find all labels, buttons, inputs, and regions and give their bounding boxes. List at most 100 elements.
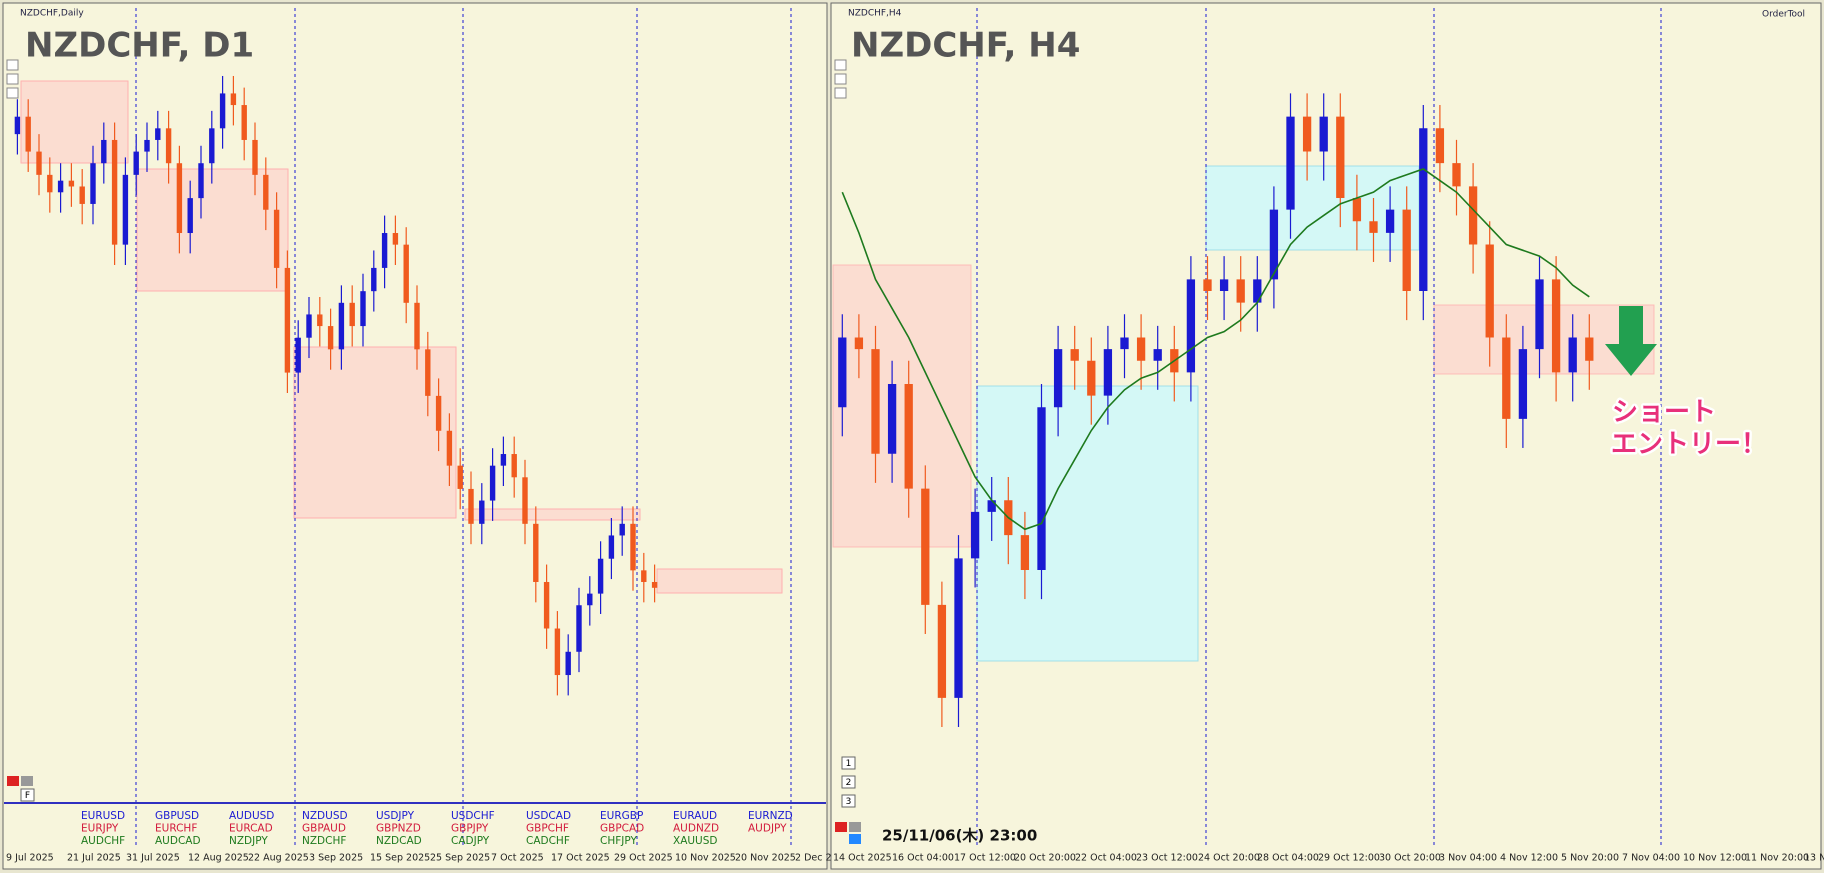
x-axis-label: 17 Oct 2025: [551, 853, 610, 864]
candle-body: [1020, 535, 1030, 570]
candle-body: [414, 302, 420, 350]
candle-body: [1568, 337, 1577, 373]
x-axis-label: 21 Jul 2025: [67, 853, 121, 864]
candle-body: [1070, 349, 1079, 361]
candle-body: [219, 93, 226, 129]
symbol-link[interactable]: USDJPY: [376, 810, 415, 822]
candle-body: [1452, 163, 1461, 187]
x-axis-label: 7 Nov 04:00: [1622, 853, 1680, 864]
symbol-link[interactable]: GBPCHF: [526, 823, 569, 835]
candle-body: [446, 430, 453, 466]
x-axis-label: 25 Sep 2025: [430, 853, 490, 864]
candle-body: [327, 326, 334, 350]
button-label: F: [25, 791, 30, 801]
candle-body: [987, 500, 996, 512]
annotation: エントリー！: [1611, 430, 1767, 460]
candle-body: [630, 523, 636, 571]
candle-body: [1286, 116, 1295, 210]
symbol-link[interactable]: USDCAD: [526, 810, 571, 822]
button: [841, 775, 856, 789]
symbol-link[interactable]: CHFJPY: [600, 835, 637, 847]
symbol-link[interactable]: NZDUSD: [302, 810, 348, 822]
candle-body: [1369, 221, 1378, 233]
symbol-link[interactable]: AUDJPY: [748, 823, 787, 835]
symbol-link[interactable]: GBPJPY: [451, 823, 489, 835]
candle-body: [187, 198, 193, 234]
candle-body: [887, 384, 897, 454]
symbol-link[interactable]: EURGBP: [600, 810, 643, 822]
symbol-link[interactable]: XAUUSD: [673, 835, 718, 847]
x-axis-label: 20 Oct 20:00: [1014, 853, 1076, 864]
x-axis-label: 9 Jul 2025: [6, 853, 54, 864]
candle-body: [587, 593, 593, 606]
candle-body: [533, 523, 539, 582]
candle-body: [57, 180, 64, 193]
candle-body: [1186, 279, 1196, 373]
symbol-link[interactable]: AUDCAD: [155, 835, 201, 847]
x-axis-label: 15 Sep 2025: [370, 853, 430, 864]
candle-body: [1352, 198, 1362, 222]
symbol-link[interactable]: GBPUSD: [155, 810, 199, 822]
x-axis-label: 23 Oct 12:00: [1136, 853, 1198, 864]
candle-body: [241, 105, 247, 140]
candle-body: [1435, 128, 1445, 164]
candle-body: [1219, 279, 1229, 291]
moving-average: [841, 168, 1590, 531]
candle-body: [457, 465, 463, 489]
candle-body: [155, 128, 161, 140]
symbol-link[interactable]: EURCHF: [155, 823, 197, 835]
symbol-link[interactable]: CADCHF: [526, 835, 570, 847]
symbol-link[interactable]: AUDNZD: [673, 823, 719, 835]
candle-body: [554, 628, 561, 676]
candle-body: [252, 139, 258, 175]
x-axis-label: 13 N: [1804, 853, 1824, 864]
candle-body: [284, 267, 291, 373]
candle-body: [619, 523, 625, 536]
symbol-link[interactable]: CADJPY: [451, 835, 490, 847]
symbol-link[interactable]: EURNZD: [748, 810, 793, 822]
candle-body: [122, 174, 129, 245]
candle-body: [1402, 209, 1411, 291]
candle-body: [371, 267, 377, 292]
symbol-link[interactable]: GBPCAD: [600, 823, 644, 835]
candle-body: [479, 500, 485, 524]
symbol-link[interactable]: NZDCHF: [302, 835, 346, 847]
symbol-link[interactable]: GBPAUD: [302, 823, 346, 835]
candle-body: [1336, 116, 1345, 198]
candle-body: [522, 477, 528, 524]
candle-body: [111, 139, 118, 245]
symbol-link[interactable]: NZDJPY: [229, 835, 268, 847]
symbol-link[interactable]: EURJPY: [81, 823, 119, 835]
candle-body: [1103, 349, 1113, 396]
x-axis-label: 22 Aug 2025: [248, 853, 309, 864]
x-axis-label: 5 Nov 20:00: [1561, 853, 1619, 864]
x-axis-label: 30 Oct 20:00: [1379, 853, 1441, 864]
symbol-link[interactable]: NZDCAD: [376, 835, 422, 847]
candle-body: [295, 337, 301, 373]
button: [841, 756, 856, 770]
x-axis-label: 31 Jul 2025: [126, 853, 180, 864]
symbol-link[interactable]: GBPNZD: [376, 823, 421, 835]
x-axis-label: 3 Nov 04:00: [1439, 853, 1497, 864]
symbol-link[interactable]: EURUSD: [81, 810, 125, 822]
candle-body: [489, 465, 496, 501]
candle-body: [937, 604, 947, 698]
symbol-link[interactable]: AUDCHF: [81, 835, 125, 847]
candle-body: [47, 174, 53, 193]
symbol-link[interactable]: EURAUD: [673, 810, 717, 822]
symbol-link[interactable]: USDCHF: [451, 810, 495, 822]
down-arrow: [1605, 306, 1657, 376]
candle-body: [1319, 116, 1328, 152]
candle-body: [14, 116, 21, 135]
symbol-link[interactable]: EURCAD: [229, 823, 273, 835]
candle-body: [576, 605, 582, 652]
candle-body: [854, 337, 864, 350]
x-axis-label: 29 Oct 12:00: [1318, 853, 1380, 864]
candle-body: [1037, 407, 1046, 570]
button-label: 3: [846, 797, 852, 807]
candle-body: [90, 163, 96, 204]
symbol-link[interactable]: AUDUSD: [229, 810, 274, 822]
x-axis-label: 16 Oct 04:00: [892, 853, 954, 864]
x-axis-label: 7 Oct 2025: [491, 853, 544, 864]
